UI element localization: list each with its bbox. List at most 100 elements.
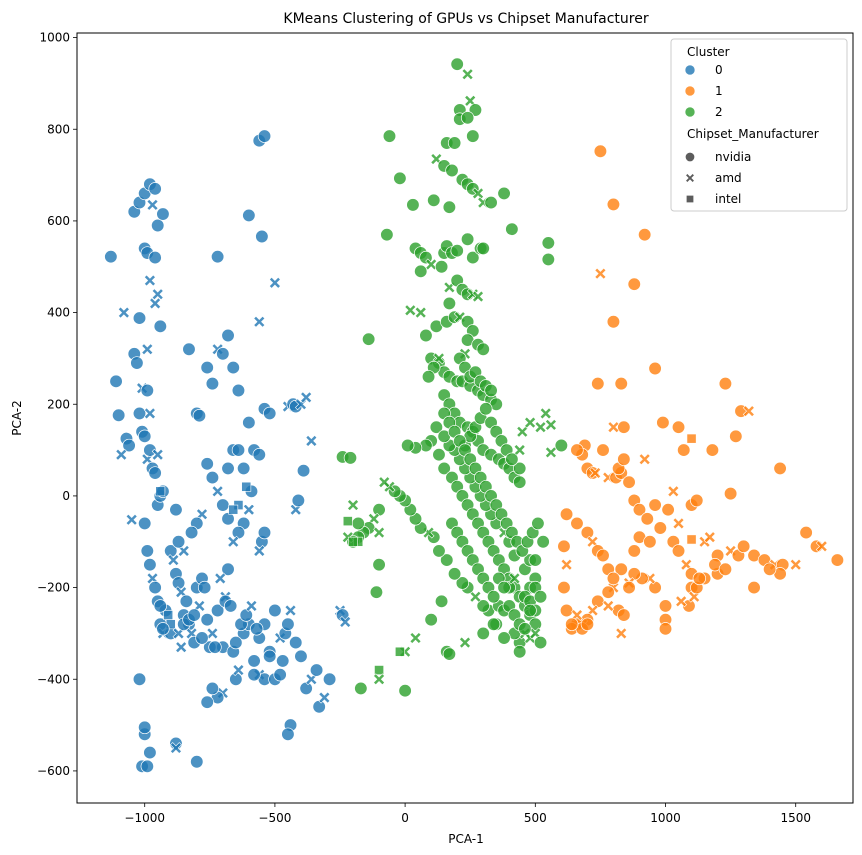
legend-nvidia-marker bbox=[684, 151, 696, 163]
cluster-1-point-nvidia bbox=[799, 525, 813, 540]
x-axis: −1000 −500 0 500 1000 1500 bbox=[124, 803, 811, 825]
cluster-0-point-amd bbox=[284, 604, 297, 617]
y-tick-label: −200 bbox=[37, 581, 70, 595]
cluster-2-point-nvidia bbox=[541, 252, 555, 267]
cluster-2-point-nvidia bbox=[406, 198, 420, 212]
cluster-0-point-nvidia bbox=[171, 535, 186, 549]
cluster-0-point-nvidia bbox=[263, 649, 277, 663]
cluster-0-point-nvidia bbox=[132, 406, 147, 421]
cluster-0-point-nvidia bbox=[143, 558, 157, 572]
cluster-2-point-amd bbox=[347, 499, 359, 512]
cluster-1-point-nvidia bbox=[640, 512, 654, 526]
cluster-0-point-nvidia bbox=[205, 681, 220, 696]
cluster-0-point-nvidia bbox=[242, 208, 256, 223]
cluster-0-point-amd bbox=[253, 544, 266, 557]
cluster-1-point-nvidia bbox=[671, 544, 686, 558]
cluster-2-point-amd bbox=[404, 304, 417, 317]
cluster-1-point-nvidia bbox=[557, 580, 571, 595]
cluster-0-point-nvidia bbox=[239, 608, 253, 622]
cluster-1-point-nvidia bbox=[580, 617, 595, 631]
cluster-1-point-amd bbox=[560, 558, 573, 571]
cluster-2-point-amd bbox=[414, 306, 427, 319]
cluster-0-point-nvidia bbox=[140, 544, 154, 558]
cluster-2-point-nvidia bbox=[343, 451, 358, 465]
cluster-0-point-nvidia bbox=[252, 448, 266, 462]
cluster-0-point-nvidia bbox=[187, 608, 201, 622]
cluster-2-point-nvidia bbox=[476, 626, 490, 641]
cluster-0-point-amd bbox=[149, 297, 162, 310]
cluster-1-point-nvidia bbox=[671, 420, 686, 434]
cluster-2-point-nvidia bbox=[424, 613, 438, 627]
cluster-2-point-nvidia bbox=[421, 370, 436, 384]
cluster-1-point-nvidia bbox=[557, 539, 571, 553]
cluster-2-point-nvidia bbox=[442, 647, 457, 661]
y-tick-label: 600 bbox=[47, 214, 70, 228]
cluster-0-point-amd bbox=[305, 434, 318, 447]
cluster-0-point-nvidia bbox=[138, 516, 152, 531]
cluster-0-point-nvidia bbox=[247, 668, 261, 682]
cluster-2-point-amd bbox=[461, 68, 474, 81]
cluster-1-point-nvidia bbox=[622, 475, 636, 489]
cluster-0-point-nvidia bbox=[257, 129, 272, 143]
cluster-0-point-nvidia bbox=[200, 457, 214, 471]
cluster-1-point-nvidia bbox=[648, 580, 662, 595]
cluster-1-point-amd bbox=[789, 558, 802, 571]
cluster-2-point-nvidia bbox=[505, 222, 519, 236]
cluster-0-point-nvidia bbox=[208, 640, 222, 654]
x-axis-label: PCA-1 bbox=[448, 832, 484, 846]
legend-nvidia-label: nvidia bbox=[715, 150, 751, 164]
cluster-2-point-nvidia bbox=[440, 553, 454, 567]
cluster-1-point-nvidia bbox=[627, 544, 641, 558]
cluster-2-point-nvidia bbox=[476, 241, 490, 256]
y-axis: −600 −400 −200 0 200 400 600 800 1000 bbox=[37, 31, 77, 778]
cluster-1-point-nvidia bbox=[614, 562, 628, 576]
cluster-1-point-nvidia bbox=[653, 521, 667, 535]
cluster-0-point-amd bbox=[214, 572, 227, 585]
cluster-0-point-amd bbox=[339, 616, 352, 628]
cluster-1-point-nvidia bbox=[614, 376, 628, 391]
cluster-1-point-nvidia bbox=[601, 585, 615, 599]
cluster-1-point-amd bbox=[815, 540, 828, 553]
cluster-2-point-nvidia bbox=[460, 111, 475, 125]
legend-intel-marker bbox=[686, 195, 694, 203]
legend-cluster-2-marker bbox=[684, 106, 696, 118]
y-tick-label: −400 bbox=[37, 672, 70, 686]
cluster-0-point-nvidia bbox=[200, 613, 214, 627]
cluster-0-point-nvidia bbox=[169, 503, 183, 517]
y-tick-label: 1000 bbox=[39, 31, 70, 45]
cluster-0-point-nvidia bbox=[156, 622, 170, 636]
cluster-2-point-amd bbox=[373, 526, 385, 539]
cluster-1-point-nvidia bbox=[596, 548, 610, 563]
cluster-0-point-nvidia bbox=[231, 383, 246, 398]
cluster-0-point-amd bbox=[245, 599, 258, 612]
y-tick-label: −600 bbox=[37, 764, 70, 778]
cluster-2-point-nvidia bbox=[505, 452, 519, 466]
cluster-0-point-nvidia bbox=[216, 347, 230, 361]
cluster-0-point-amd bbox=[146, 198, 159, 211]
cluster-0-point-amd bbox=[151, 448, 164, 461]
cluster-2-point-amd bbox=[373, 673, 385, 686]
cluster-0-point-nvidia bbox=[148, 182, 162, 196]
cluster-2-point-amd bbox=[472, 187, 484, 200]
cluster-0-point-nvidia bbox=[221, 461, 235, 476]
cluster-2-point-nvidia bbox=[372, 503, 386, 517]
cluster-1-point-nvidia bbox=[658, 622, 673, 636]
legend-hue-title: Cluster bbox=[687, 45, 730, 59]
cluster-0-point-amd bbox=[177, 544, 190, 557]
x-tick-label: 0 bbox=[401, 811, 409, 825]
cluster-2-point-amd bbox=[524, 416, 537, 429]
cluster-0-point-nvidia bbox=[312, 700, 326, 714]
legend-cluster-1-marker bbox=[684, 85, 696, 97]
y-tick-label: 800 bbox=[47, 122, 70, 136]
cluster-2-point-nvidia bbox=[398, 684, 412, 698]
cluster-1-point-intel bbox=[686, 534, 697, 545]
cluster-2-point-nvidia bbox=[445, 163, 459, 178]
cluster-2-point-nvidia bbox=[372, 558, 386, 572]
cluster-1-point-amd bbox=[589, 467, 602, 479]
legend-amd-label: amd bbox=[715, 171, 742, 185]
x-tick-label: −1000 bbox=[124, 811, 165, 825]
cluster-2-point-nvidia bbox=[432, 544, 446, 558]
cluster-0-point-intel bbox=[228, 504, 239, 515]
cluster-0-point-amd bbox=[227, 535, 240, 548]
